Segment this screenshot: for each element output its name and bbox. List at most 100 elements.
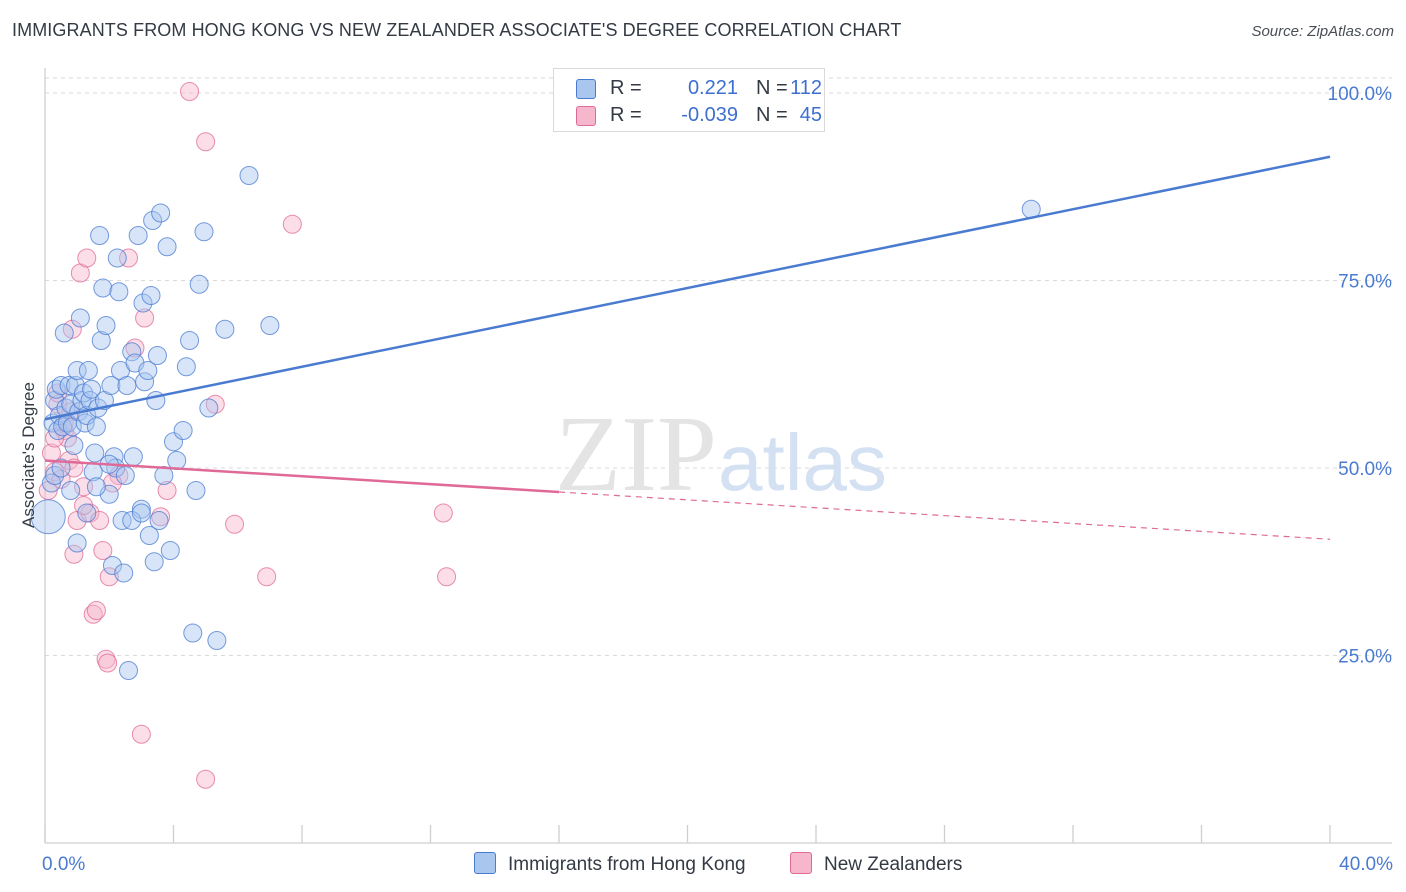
hong-kong-point (147, 346, 167, 365)
hong-kong-point (207, 631, 227, 650)
hong-kong-point (123, 447, 143, 467)
new-zealander-point (282, 214, 302, 234)
hong-kong-point (186, 481, 206, 500)
hong-kong-point (131, 503, 151, 523)
hong-kong-point (151, 203, 171, 223)
hong-kong-point (154, 466, 174, 485)
hong-kong-point (78, 361, 98, 380)
new-zealander-point (225, 514, 245, 534)
hong-kong-point (133, 293, 153, 313)
hong-kong-point (93, 278, 113, 298)
hong-kong-point (45, 466, 65, 485)
hong-kong-point (260, 316, 280, 335)
grid-lines (45, 77, 1392, 656)
hong-kong-point (70, 308, 90, 328)
hong-kong-point (143, 211, 163, 230)
new-zealander-point (77, 248, 97, 268)
tick-labels: 25.0% 50.0% 75.0% 100.0% 0.0% 40.0% (42, 84, 1393, 875)
hong-kong-point (173, 421, 193, 440)
y-tick-label: 75.0% (1338, 272, 1392, 293)
new-zealander-point (64, 544, 84, 564)
hong-kong-point (54, 323, 74, 343)
hong-kong-point (64, 436, 84, 455)
hong-kong-point (114, 563, 134, 583)
hong-kong-point (51, 458, 71, 478)
hong-kong-point (135, 372, 155, 392)
hong-kong-point (164, 432, 183, 452)
hong-kong-point (107, 248, 127, 268)
watermark: ZIP atlas (555, 395, 887, 514)
hong-kong-point (149, 511, 169, 530)
hong-kong-point (82, 379, 102, 399)
trend-hong-kong (44, 155, 1331, 421)
new-zealander-point (125, 338, 145, 358)
new-zealander-point (93, 541, 113, 560)
trend-lines (44, 155, 1331, 540)
hong-kong-point (160, 541, 180, 560)
hong-kong-point (90, 226, 110, 245)
hong-kong-point (86, 477, 106, 497)
legend-r-value: 0.221 (687, 77, 738, 99)
hong-kong-point (61, 481, 81, 500)
hong-kong-point (77, 503, 97, 523)
y-tick-label: 100.0% (1328, 84, 1393, 105)
hong-kong-point (239, 166, 259, 185)
y-tick-label: 25.0% (1338, 647, 1392, 668)
hong-kong-point (115, 466, 135, 485)
new-zealander-point (433, 503, 453, 523)
hong-kong-point (128, 226, 148, 245)
stats-legend: R = 0.221 N = 112 R = -0.039 N = 45 (553, 68, 825, 132)
hong-kong-point (96, 316, 116, 335)
hong-kong-point (139, 526, 159, 545)
y-tick-label: 50.0% (1338, 459, 1392, 480)
hong-kong-point (101, 376, 121, 395)
trend-new-zealanders-dashed (558, 491, 1331, 540)
new-zealander-point (98, 653, 118, 673)
new-zealander-point (135, 308, 155, 328)
hong-kong-point (112, 511, 132, 530)
hong-kong-point (141, 286, 161, 305)
new-zealander-point (437, 567, 457, 587)
legend-r-label: R = (610, 77, 642, 99)
hong-kong-point (117, 376, 137, 395)
hong-kong-point (51, 376, 71, 395)
bottom-legend-label: New Zealanders (824, 854, 963, 875)
hong-kong-point (30, 499, 66, 535)
hong-kong-point (67, 361, 87, 380)
hong-kong-point (215, 319, 235, 339)
new-zealander-point (180, 82, 200, 101)
trend-new-zealanders (44, 459, 560, 494)
legend-n-value: 45 (799, 104, 822, 126)
new-zealander-point (131, 724, 151, 744)
x-tick-label: 0.0% (42, 854, 85, 875)
hong-kong-point (138, 361, 158, 380)
new-zealander-point (86, 601, 106, 620)
hong-kong-point (189, 274, 209, 294)
hong-kong-point (119, 661, 139, 680)
legend-n-label: N = (756, 104, 788, 126)
new-zealander-point (119, 248, 139, 268)
legend-n-label: N = (756, 77, 788, 99)
bottom-legend-hong-kong: Immigrants from Hong Kong (474, 852, 746, 876)
new-zealander-point (196, 769, 216, 789)
chart-title: IMMIGRANTS FROM HONG KONG VS NEW ZEALAND… (12, 20, 902, 40)
hong-kong-point (176, 357, 196, 377)
hong-kong-point (67, 533, 87, 553)
hong-kong-point (75, 413, 95, 433)
watermark-atlas: atlas (718, 418, 887, 507)
hong-kong-point (199, 398, 219, 418)
hong-kong-point (122, 342, 142, 362)
hong-kong-point (194, 222, 214, 242)
series-new-zealanders (38, 82, 457, 789)
hong-kong-point (109, 282, 129, 302)
hong-kong-point (122, 511, 142, 530)
new-zealander-point (83, 604, 103, 624)
hong-kong-point (86, 417, 106, 437)
new-zealander-point (257, 567, 277, 587)
new-zealander-point (205, 394, 225, 414)
hong-kong-point (180, 331, 200, 350)
bottom-legend-swatch-pink (790, 852, 812, 874)
hong-kong-point (157, 237, 177, 257)
new-zealander-point (99, 567, 119, 587)
